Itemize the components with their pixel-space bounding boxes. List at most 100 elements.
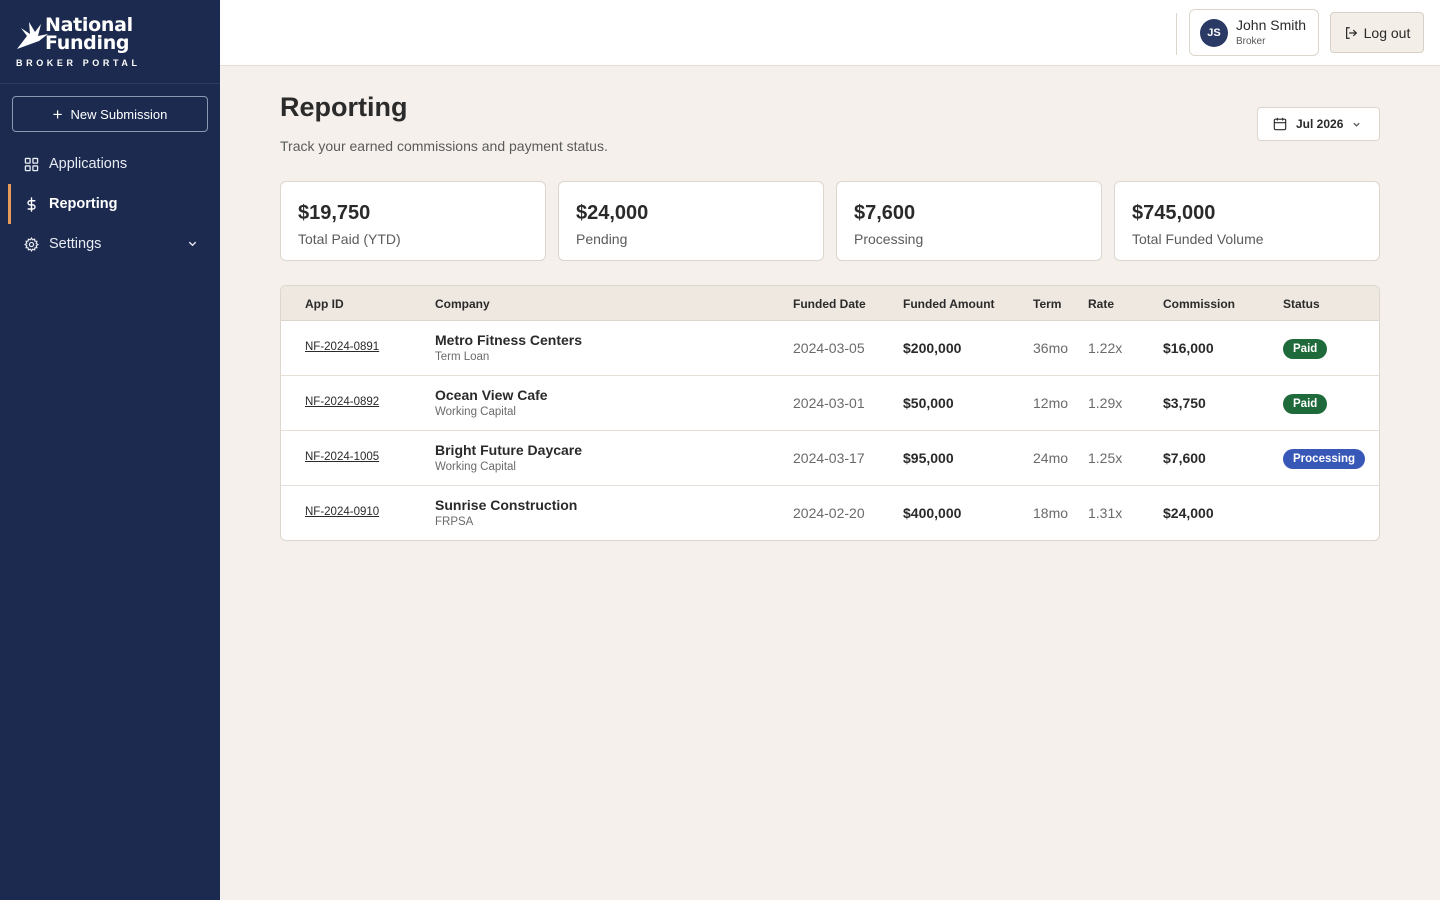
user-info: John Smith Broker xyxy=(1236,17,1306,49)
stat-value: $7,600 xyxy=(854,202,916,224)
new-submission-button[interactable]: + New Submission xyxy=(12,96,208,132)
sidebar-item-applications[interactable]: Applications xyxy=(0,144,220,184)
table-row[interactable]: NF-2024-0892 Ocean View Cafe Working Cap… xyxy=(281,376,1379,431)
header-divider xyxy=(1176,13,1177,55)
product-type: Term Loan xyxy=(435,351,490,363)
product-type: Working Capital xyxy=(435,406,516,418)
app-id-link[interactable]: NF-2024-1005 xyxy=(305,451,380,463)
status-badge: Paid xyxy=(1283,339,1328,359)
rate: 1.22x xyxy=(1088,340,1123,356)
funded-date: 2024-02-20 xyxy=(793,505,865,521)
app-id-link[interactable]: NF-2024-0892 xyxy=(305,396,380,408)
plus-icon: + xyxy=(52,104,63,124)
new-submission-label: New Submission xyxy=(70,106,168,122)
funded-amount: $50,000 xyxy=(903,395,954,411)
sidebar-item-label: Settings xyxy=(49,236,102,252)
rate: 1.25x xyxy=(1088,450,1123,466)
brand-logo[interactable]: National Funding BROKER PORTAL xyxy=(0,0,220,84)
avatar: JS xyxy=(1200,18,1228,47)
brand-name-line2: Funding xyxy=(45,32,130,54)
period-label: Jul 2026 xyxy=(1296,117,1344,131)
commission: $16,000 xyxy=(1163,340,1214,356)
funded-amount: $200,000 xyxy=(903,340,962,356)
chevron-down-icon[interactable] xyxy=(187,238,198,249)
stats-cards: $19,750 Total Paid (YTD) $24,000 Pending… xyxy=(280,181,1380,261)
rate: 1.31x xyxy=(1088,505,1123,521)
stat-card-funded-volume: $745,000 Total Funded Volume xyxy=(1114,181,1380,261)
product-type: Working Capital xyxy=(435,461,516,473)
sidebar: National Funding BROKER PORTAL + New Sub… xyxy=(0,0,220,900)
user-menu[interactable]: JS John Smith Broker xyxy=(1189,9,1319,56)
chevron-down-icon xyxy=(1353,122,1361,127)
commission: $24,000 xyxy=(1163,505,1214,521)
column-header-funded-date[interactable]: Funded Date xyxy=(793,297,866,311)
table-row[interactable]: NF-2024-1005 Bright Future Daycare Worki… xyxy=(281,431,1379,486)
page-subtitle: Track your earned commissions and paymen… xyxy=(280,138,608,154)
period-selector[interactable]: Jul 2026 xyxy=(1257,107,1380,141)
top-bar: JS John Smith Broker Log out xyxy=(220,0,1440,66)
status-badge: Paid xyxy=(1283,394,1328,414)
grid-icon xyxy=(24,157,39,171)
sidebar-nav: Applications Reporting Settings xyxy=(0,144,220,264)
company-cell: Sunrise Construction FRPSA xyxy=(435,497,577,528)
column-header-commission[interactable]: Commission xyxy=(1163,297,1236,311)
column-header-status[interactable]: Status xyxy=(1283,297,1320,311)
term: 18mo xyxy=(1033,505,1069,521)
company-cell: Bright Future Daycare Working Capital xyxy=(435,442,582,473)
user-name: John Smith xyxy=(1236,16,1307,33)
gear-icon xyxy=(24,236,39,252)
sidebar-item-settings[interactable]: Settings xyxy=(0,224,220,264)
commission: $3,750 xyxy=(1163,395,1206,411)
page-title: Reporting xyxy=(280,92,408,122)
brand-mark-icon xyxy=(17,22,48,49)
company-name: Metro Fitness Centers xyxy=(435,332,583,348)
funded-amount: $95,000 xyxy=(903,450,954,466)
brand-subtitle: BROKER PORTAL xyxy=(16,58,141,68)
column-header-funded-amount[interactable]: Funded Amount xyxy=(903,297,995,311)
column-header-rate[interactable]: Rate xyxy=(1088,297,1115,311)
commission: $7,600 xyxy=(1163,450,1206,466)
brand-name: National Funding xyxy=(45,16,133,54)
user-role: Broker xyxy=(1236,35,1266,47)
stat-label: Processing xyxy=(854,231,924,247)
dollar-icon xyxy=(27,196,36,212)
stat-card-total-paid: $19,750 Total Paid (YTD) xyxy=(280,181,546,261)
company-name: Sunrise Construction xyxy=(435,497,578,513)
table-row[interactable]: NF-2024-0910 Sunrise Construction FRPSA … xyxy=(281,486,1379,540)
column-header-company[interactable]: Company xyxy=(435,297,490,311)
funded-date: 2024-03-01 xyxy=(793,395,865,411)
stat-value: $745,000 xyxy=(1132,202,1216,224)
stat-label: Total Paid (YTD) xyxy=(298,231,401,247)
logout-icon xyxy=(1345,26,1357,39)
term: 36mo xyxy=(1033,340,1069,356)
stat-label: Total Funded Volume xyxy=(1132,231,1264,247)
logout-label: Log out xyxy=(1363,24,1411,41)
logout-button[interactable]: Log out xyxy=(1330,12,1424,53)
status-badge: Processing xyxy=(1283,449,1365,469)
sidebar-item-reporting[interactable]: Reporting xyxy=(0,184,220,224)
funded-date: 2024-03-17 xyxy=(793,450,865,466)
stat-card-pending: $24,000 Pending xyxy=(558,181,824,261)
company-cell: Metro Fitness Centers Term Loan xyxy=(435,332,582,363)
column-header-app-id[interactable]: App ID xyxy=(305,297,344,311)
funded-date: 2024-03-05 xyxy=(793,340,865,356)
rate: 1.29x xyxy=(1088,395,1123,411)
table-row[interactable]: NF-2024-0891 Metro Fitness Centers Term … xyxy=(281,321,1379,376)
sidebar-item-label: Reporting xyxy=(49,196,118,212)
term: 24mo xyxy=(1033,450,1069,466)
stat-value: $19,750 xyxy=(298,202,371,224)
table-header: App ID Company Funded Date Funded Amount… xyxy=(281,286,1379,321)
stat-value: $24,000 xyxy=(576,202,649,224)
app-id-link[interactable]: NF-2024-0910 xyxy=(305,506,380,518)
company-cell: Ocean View Cafe Working Capital xyxy=(435,387,548,418)
sidebar-item-label: Applications xyxy=(49,156,128,172)
funded-amount: $400,000 xyxy=(903,505,962,521)
stat-card-processing: $7,600 Processing xyxy=(836,181,1102,261)
column-header-term[interactable]: Term xyxy=(1033,297,1062,311)
app-id-link[interactable]: NF-2024-0891 xyxy=(305,341,380,353)
company-name: Bright Future Daycare xyxy=(435,442,583,458)
product-type: FRPSA xyxy=(435,516,474,528)
term: 12mo xyxy=(1033,395,1069,411)
company-name: Ocean View Cafe xyxy=(435,387,548,403)
commissions-table: App ID Company Funded Date Funded Amount… xyxy=(280,285,1380,541)
